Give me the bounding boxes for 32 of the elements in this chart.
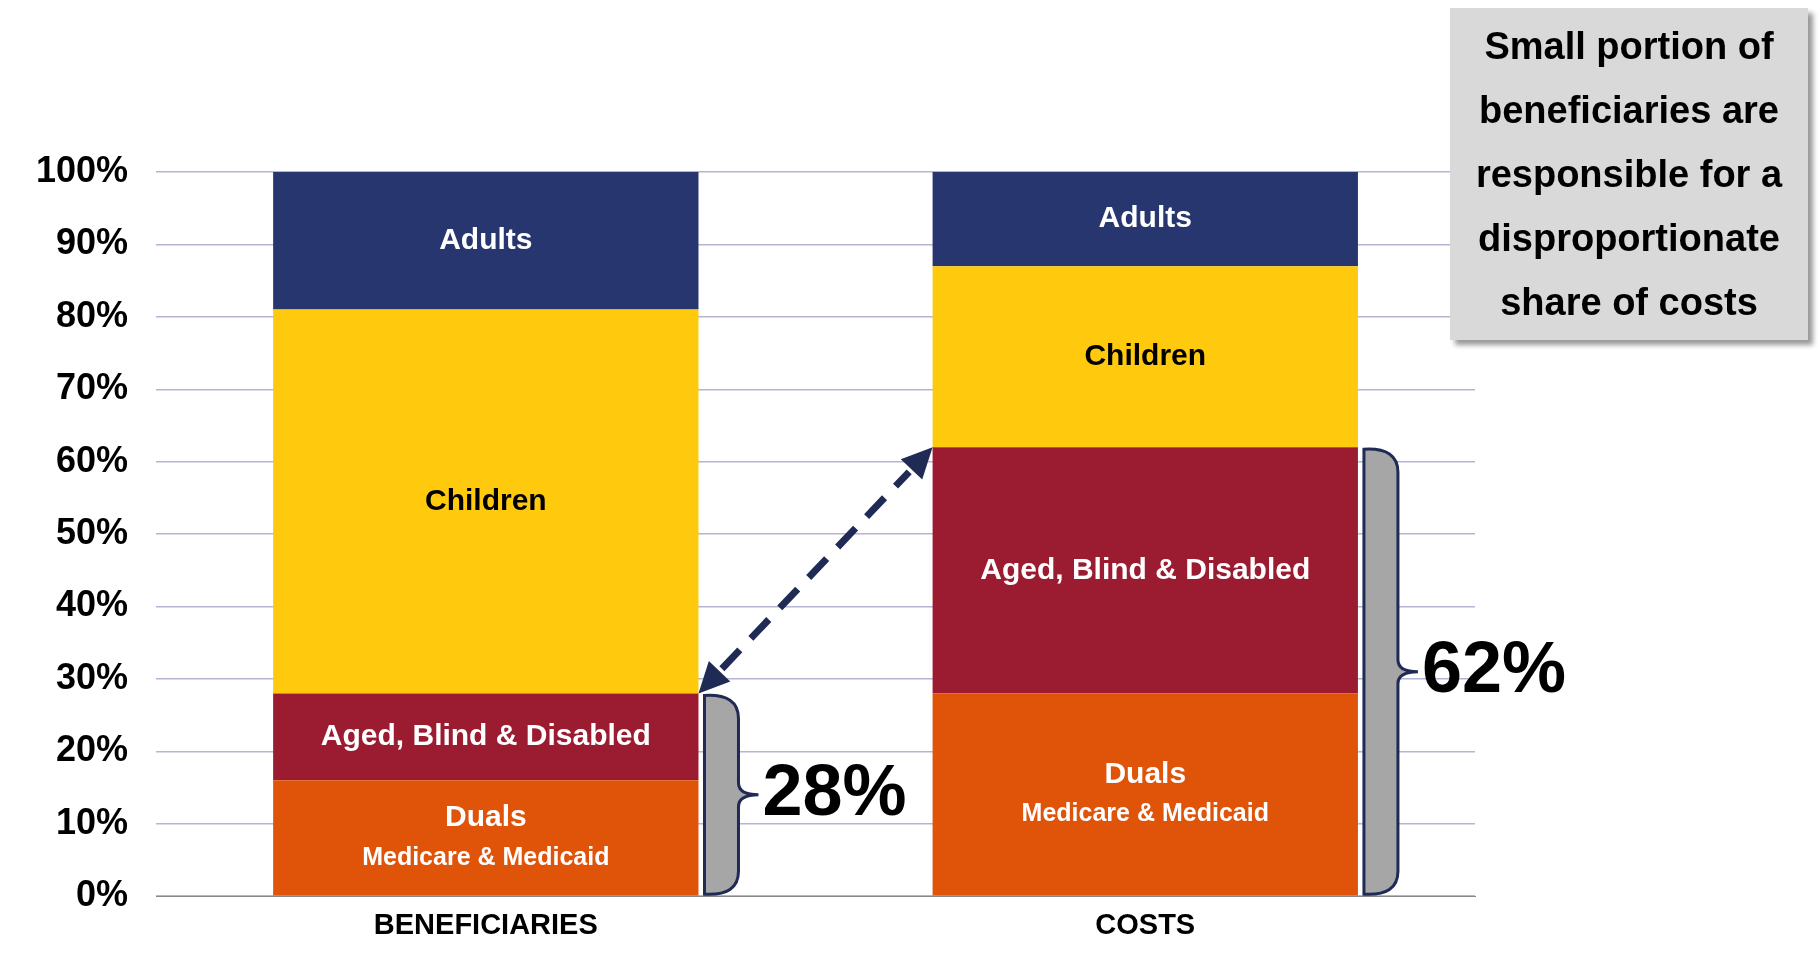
text: Aged, Blind & Disabled	[980, 551, 1311, 585]
annotation: 62%	[1421, 626, 1567, 707]
series-label: Aged, Blind & Disabled	[320, 718, 651, 752]
series-label: Children	[1084, 337, 1207, 371]
text: Adults	[439, 222, 533, 256]
y-tick-label: 90%	[56, 221, 129, 263]
bar	[932, 693, 1358, 896]
bar	[932, 172, 1358, 267]
y-tick-label: 40%	[56, 583, 129, 625]
text: Duals Medicare & Medicaid	[1021, 755, 1269, 827]
x-tick-label: COSTS	[1095, 907, 1196, 940]
y-tick-label: 30%	[56, 655, 129, 697]
y-tick-label: 10%	[56, 800, 129, 842]
bar	[932, 447, 1358, 694]
bar	[273, 693, 699, 781]
bar	[273, 780, 699, 896]
text: Small portion of beneficiaries are responsible for a disproportionate share of costs	[1450, 8, 1808, 340]
series-label: Adults	[1098, 200, 1192, 234]
series-label: Duals Medicare & Medicaid	[362, 799, 610, 870]
bar	[273, 309, 699, 694]
annotation: 28%	[762, 749, 907, 830]
y-tick-label: 20%	[56, 728, 129, 770]
y-tick-label: 70%	[56, 366, 129, 408]
y-tick-label: 60%	[56, 438, 129, 480]
text: Children	[424, 482, 547, 516]
y-tick-label: 0%	[76, 873, 129, 915]
x-tick-label: BENEFICIARIES	[373, 907, 598, 940]
y-tick-label: 80%	[56, 293, 129, 335]
y-tick-label: 100%	[36, 148, 129, 190]
y-tick-label: 50%	[56, 511, 129, 553]
bar	[273, 172, 699, 310]
bar	[932, 266, 1358, 448]
